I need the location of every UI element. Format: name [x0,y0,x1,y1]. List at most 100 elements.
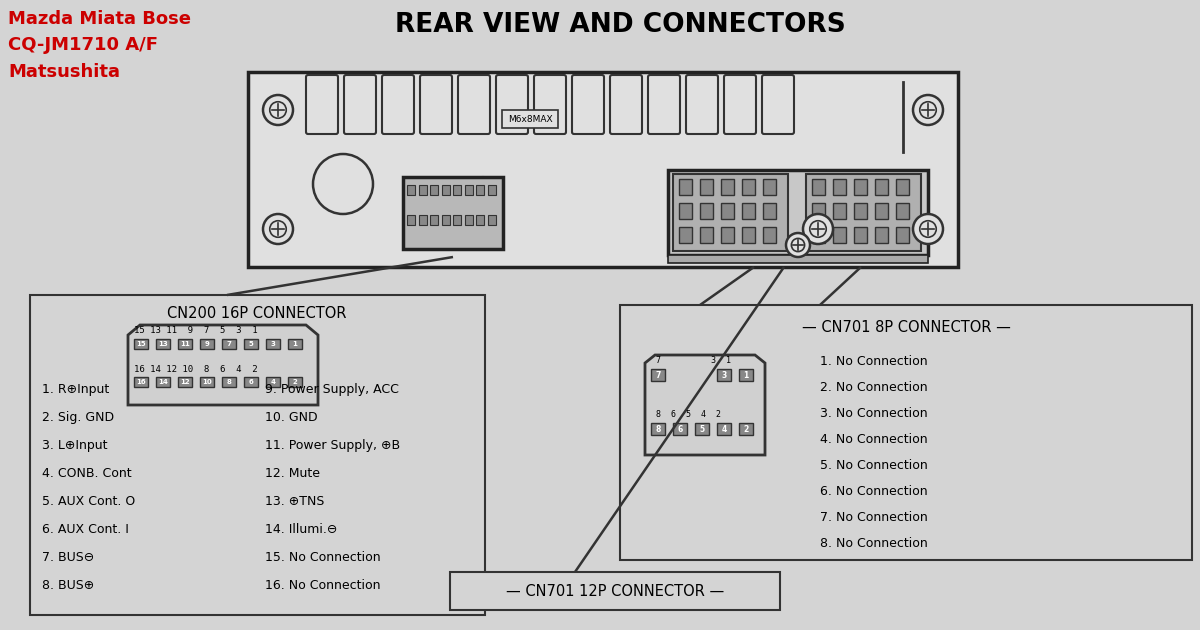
Text: 9. Power Supply, ACC: 9. Power Supply, ACC [265,383,398,396]
Text: 7. BUS⊖: 7. BUS⊖ [42,551,95,564]
Text: 1: 1 [293,341,298,347]
Bar [812,227,826,243]
Bar [244,377,258,387]
Text: 7. No Connection: 7. No Connection [820,511,928,524]
Bar [854,227,866,243]
Bar [244,339,258,349]
Bar [407,215,415,225]
Bar [134,339,148,349]
Bar [403,177,503,249]
Bar [30,295,485,615]
Bar [266,339,280,349]
Bar [854,203,866,219]
Bar [442,215,450,225]
Bar [419,215,426,225]
Bar [739,423,754,435]
Bar [763,227,776,243]
Bar [875,227,888,243]
Bar [718,369,731,381]
Bar [812,203,826,219]
Text: 11. Power Supply, ⊕B: 11. Power Supply, ⊕B [265,439,400,452]
FancyBboxPatch shape [382,75,414,134]
Bar [668,255,928,263]
Bar [718,423,731,435]
Text: 4: 4 [270,379,276,385]
Bar [742,179,755,195]
Bar [266,377,280,387]
Bar [650,423,665,435]
Bar [222,339,236,349]
Circle shape [913,95,943,125]
Bar [248,72,958,267]
Bar [742,203,755,219]
Bar [700,203,713,219]
Bar [620,305,1192,560]
Text: 12: 12 [180,379,190,385]
Bar [222,377,236,387]
Bar [721,179,734,195]
Text: 6: 6 [677,425,683,433]
Bar [695,423,709,435]
Bar [679,227,692,243]
Bar [668,170,928,255]
Bar [156,377,170,387]
Bar [134,377,148,387]
FancyBboxPatch shape [496,75,528,134]
Bar [739,369,754,381]
Bar [464,185,473,195]
Text: 6: 6 [248,379,253,385]
Bar [178,339,192,349]
Polygon shape [128,325,318,405]
FancyBboxPatch shape [572,75,604,134]
Text: 15: 15 [136,341,146,347]
Text: 11: 11 [180,341,190,347]
FancyBboxPatch shape [306,75,338,134]
Bar [419,185,426,195]
Bar [679,203,692,219]
Text: 6. No Connection: 6. No Connection [820,485,928,498]
Bar [875,179,888,195]
Text: 16: 16 [136,379,146,385]
Text: 16 14 12 10  8  6  4  2: 16 14 12 10 8 6 4 2 [134,365,258,374]
Bar [502,110,558,128]
Bar [442,185,450,195]
Bar [896,203,910,219]
Text: 6. AUX Cont. I: 6. AUX Cont. I [42,523,128,536]
Text: 4: 4 [721,425,727,433]
Text: 15 13 11  9  7  5  3  1: 15 13 11 9 7 5 3 1 [134,326,258,335]
Bar [721,203,734,219]
Bar [178,377,192,387]
Text: 8: 8 [655,425,661,433]
Bar [833,203,846,219]
FancyBboxPatch shape [686,75,718,134]
Text: 4. CONB. Cont: 4. CONB. Cont [42,467,132,480]
Bar [700,227,713,243]
Circle shape [313,154,373,214]
Text: 10: 10 [202,379,212,385]
FancyBboxPatch shape [534,75,566,134]
Text: 5: 5 [248,341,253,347]
Text: 2. Sig. GND: 2. Sig. GND [42,411,114,424]
Bar [875,203,888,219]
Text: 7: 7 [655,370,661,379]
Polygon shape [646,355,766,455]
Bar [673,423,686,435]
Bar [700,179,713,195]
Circle shape [263,214,293,244]
Bar [833,179,846,195]
Bar [854,179,866,195]
FancyBboxPatch shape [724,75,756,134]
Bar [833,227,846,243]
Bar [896,179,910,195]
Text: 13: 13 [158,341,168,347]
Text: — CN701 8P CONNECTOR —: — CN701 8P CONNECTOR — [802,319,1010,335]
Text: 14. Illumi.⊖: 14. Illumi.⊖ [265,523,337,536]
Text: 8: 8 [227,379,232,385]
Bar [288,377,302,387]
FancyBboxPatch shape [610,75,642,134]
Circle shape [263,95,293,125]
Bar [812,179,826,195]
Text: 2: 2 [293,379,298,385]
Bar [454,185,461,195]
Bar [200,377,214,387]
